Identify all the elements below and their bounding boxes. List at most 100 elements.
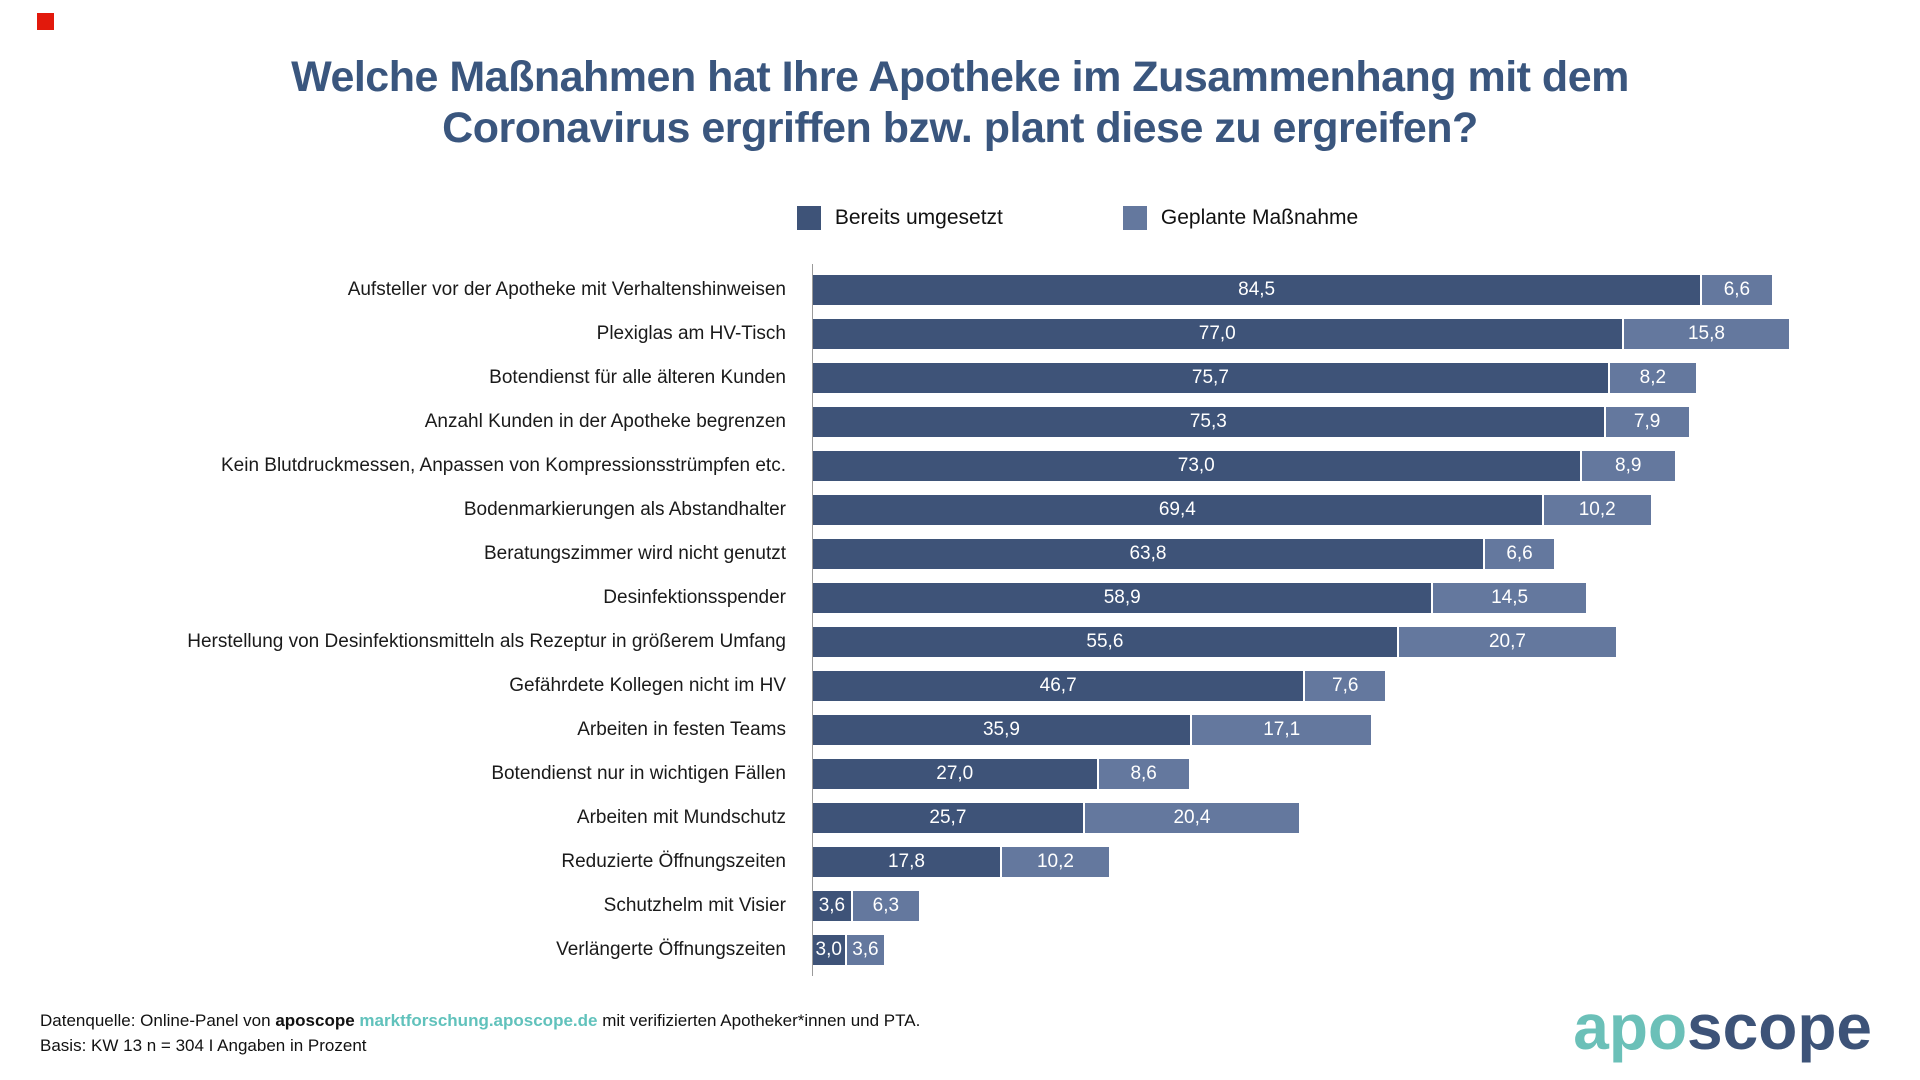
bar-value-implemented: 3,6 <box>818 895 846 916</box>
bar-value-implemented: 25,7 <box>929 807 967 828</box>
bar-segment-planned: 20,7 <box>1398 627 1617 657</box>
bar-segment-planned: 17,1 <box>1191 715 1372 745</box>
chart-row: Plexiglas am HV-Tisch 77,0 15,8 <box>0 312 1920 356</box>
bar-value-implemented: 55,6 <box>1086 631 1124 652</box>
aposcope-logo: aposcope <box>1573 990 1872 1064</box>
bar-value-planned: 8,6 <box>1130 763 1157 784</box>
bar-value-implemented: 75,7 <box>1191 367 1229 388</box>
bar-segment-planned: 10,2 <box>1001 847 1109 877</box>
row-label: Gefährdete Kollegen nicht im HV <box>509 675 786 696</box>
bar-track: 27,0 8,6 <box>813 759 1189 789</box>
chart-row: Arbeiten mit Mundschutz 25,7 20,4 <box>0 796 1920 840</box>
bar-segment-planned: 8,9 <box>1581 451 1675 481</box>
bar-segment-planned: 7,9 <box>1605 407 1689 437</box>
bar-value-planned: 6,6 <box>1506 543 1533 564</box>
bar-track: 17,8 10,2 <box>813 847 1109 877</box>
row-label: Arbeiten mit Mundschutz <box>576 807 786 828</box>
bar-track: 77,0 15,8 <box>813 319 1790 349</box>
bar-value-implemented: 63,8 <box>1129 543 1167 564</box>
bar-segment-implemented: 55,6 <box>813 627 1397 657</box>
legend-swatch <box>796 206 821 230</box>
axis-line <box>812 264 813 976</box>
bar-value-planned: 7,6 <box>1332 675 1359 696</box>
bar-segment-planned: 7,6 <box>1305 671 1386 701</box>
bar-track: 63,8 6,6 <box>813 539 1555 569</box>
bar-segment-implemented: 73,0 <box>813 451 1580 481</box>
chart-row: Arbeiten in festen Teams 35,9 17,1 <box>0 708 1920 752</box>
bar-segment-planned: 6,6 <box>1702 275 1772 305</box>
footer-link[interactable]: marktforschung.aposcope.de <box>359 1011 598 1030</box>
row-label: Desinfektionsspender <box>603 587 786 608</box>
bar-segment-implemented: 17,8 <box>813 847 1000 877</box>
bar-chart: Aufsteller vor der Apotheke mit Verhalte… <box>0 264 1920 976</box>
row-label: Anzahl Kunden in der Apotheke begrenzen <box>424 411 786 432</box>
chart-row: Herstellung von Desinfektionsmitteln als… <box>0 620 1920 664</box>
footer-basis-line: Basis: KW 13 n = 304 I Angaben in Prozen… <box>40 1036 367 1055</box>
bar-value-planned: 20,7 <box>1488 631 1526 652</box>
chart-row: Botendienst für alle älteren Kunden 75,7 8… <box>0 356 1920 400</box>
bar-segment-implemented: 46,7 <box>813 671 1304 701</box>
bar-track: 55,6 20,7 <box>813 627 1617 657</box>
bar-segment-planned: 6,6 <box>1484 539 1555 569</box>
chart-row: Beratungszimmer wird nicht genutzt 63,8 6,… <box>0 532 1920 576</box>
bar-value-implemented: 46,7 <box>1039 675 1077 696</box>
bar-value-planned: 10,2 <box>1036 851 1074 872</box>
footer-source-line: Datenquelle: Online-Panel von aposcope m… <box>40 1008 920 1033</box>
bar-value-implemented: 35,9 <box>982 719 1020 740</box>
bar-segment-implemented: 27,0 <box>813 759 1097 789</box>
legend: Bereits umgesetzt Geplante Maßnahme <box>0 206 1920 230</box>
bar-value-implemented: 69,4 <box>1158 499 1196 520</box>
bar-value-implemented: 84,5 <box>1238 279 1276 300</box>
bar-segment-implemented: 25,7 <box>813 803 1083 833</box>
bar-segment-planned: 15,8 <box>1623 319 1790 349</box>
footer-source-prefix: Datenquelle: Online-Panel von <box>40 1011 276 1030</box>
bar-segment-planned: 10,2 <box>1543 495 1651 525</box>
bar-track: 25,7 20,4 <box>813 803 1300 833</box>
bar-track: 69,4 10,2 <box>813 495 1651 525</box>
row-label: Arbeiten in festen Teams <box>577 719 786 740</box>
bar-value-planned: 6,6 <box>1723 279 1751 300</box>
bar-value-planned: 7,9 <box>1633 411 1661 432</box>
chart-row: Anzahl Kunden in der Apotheke begrenzen 7… <box>0 400 1920 444</box>
bar-track: 3,0 3,6 <box>813 935 885 965</box>
row-label: Herstellung von Desinfektionsmitteln als… <box>187 631 786 652</box>
red-marker-square <box>37 13 54 30</box>
bar-segment-implemented: 35,9 <box>813 715 1190 745</box>
bar-value-planned: 8,2 <box>1639 367 1667 388</box>
bar-track: 84,5 6,6 <box>813 275 1772 305</box>
chart-row: Desinfektionsspender 58,9 14,5 <box>0 576 1920 620</box>
bar-segment-planned: 3,6 <box>846 935 885 965</box>
legend-item-implemented: Bereits umgesetzt <box>796 206 1003 230</box>
row-label: Botendienst für alle älteren Kunden <box>489 367 786 388</box>
bar-segment-implemented: 3,6 <box>813 891 851 921</box>
bar-track: 35,9 17,1 <box>813 715 1372 745</box>
bar-track: 58,9 14,5 <box>813 583 1586 613</box>
bar-value-planned: 14,5 <box>1491 587 1529 608</box>
chart-row: Verlängerte Öffnungszeiten 3,0 3,6 <box>0 928 1920 972</box>
bar-track: 46,7 7,6 <box>813 671 1386 701</box>
chart-row: Aufsteller vor der Apotheke mit Verhalte… <box>0 268 1920 312</box>
chart-row: Reduzierte Öffnungszeiten 17,8 10,2 <box>0 840 1920 884</box>
bar-value-planned: 8,9 <box>1615 455 1642 476</box>
bar-value-planned: 15,8 <box>1687 323 1725 344</box>
brand-name: aposcope <box>275 1011 355 1030</box>
bar-value-planned: 20,4 <box>1173 807 1211 828</box>
row-label: Bodenmarkierungen als Abstandhalter <box>463 499 786 520</box>
bar-track: 73,0 8,9 <box>813 451 1675 481</box>
row-label: Aufsteller vor der Apotheke mit Verhalte… <box>347 279 786 300</box>
bar-segment-planned: 14,5 <box>1433 583 1586 613</box>
bar-value-planned: 6,3 <box>872 895 900 916</box>
bar-segment-implemented: 77,0 <box>813 319 1622 349</box>
bar-segment-planned: 6,3 <box>852 891 919 921</box>
bar-segment-implemented: 3,0 <box>813 935 845 965</box>
logo-apo: apo <box>1573 991 1688 1063</box>
chart-title: Welche Maßnahmen hat Ihre Apotheke im Zu… <box>0 52 1920 153</box>
legend-item-planned: Geplante Maßnahme <box>1122 206 1358 230</box>
row-label: Botendienst nur in wichtigen Fällen <box>491 763 786 784</box>
chart-row: Schutzhelm mit Visier 3,6 6,3 <box>0 884 1920 928</box>
bar-value-implemented: 73,0 <box>1177 455 1215 476</box>
bar-segment-implemented: 84,5 <box>813 275 1701 305</box>
bar-value-implemented: 17,8 <box>887 851 925 872</box>
bar-segment-implemented: 63,8 <box>813 539 1483 569</box>
